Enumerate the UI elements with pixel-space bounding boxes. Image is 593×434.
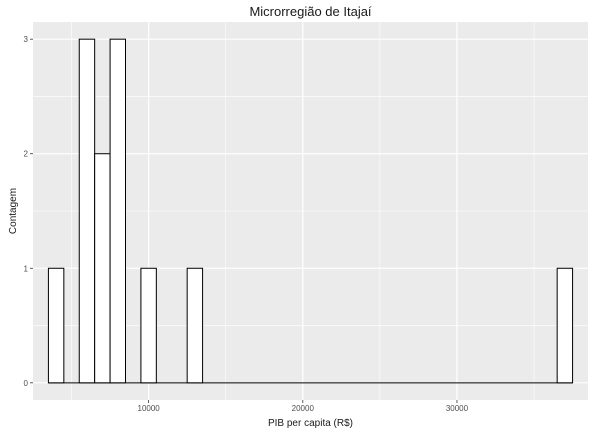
y-tick-label: 0	[24, 379, 29, 388]
histogram-bar	[140, 267, 157, 384]
histogram-bar	[78, 38, 96, 384]
y-axis-label: Contagem	[8, 188, 19, 234]
chart-title: Microrregião de Itajaí	[249, 4, 371, 19]
histogram-bar	[556, 267, 574, 384]
x-tick-label: 20000	[292, 404, 315, 413]
y-tick-label: 3	[24, 35, 29, 44]
histogram-bar	[186, 267, 204, 384]
y-tick-label: 2	[24, 150, 29, 159]
x-axis-label: PIB per capita (R$)	[268, 418, 353, 429]
histogram-bar	[109, 38, 127, 384]
histogram-bar	[47, 267, 65, 384]
histogram-bar	[94, 153, 111, 384]
x-tick-label: 10000	[138, 404, 161, 413]
x-axis-ticks: 10000 20000 30000	[138, 400, 469, 413]
y-tick-label: 1	[24, 264, 29, 273]
minor-gridlines	[33, 22, 588, 400]
histogram-bars	[47, 38, 574, 384]
y-axis-ticks: 0 1 2 3	[24, 35, 33, 388]
x-tick-label: 30000	[446, 404, 469, 413]
